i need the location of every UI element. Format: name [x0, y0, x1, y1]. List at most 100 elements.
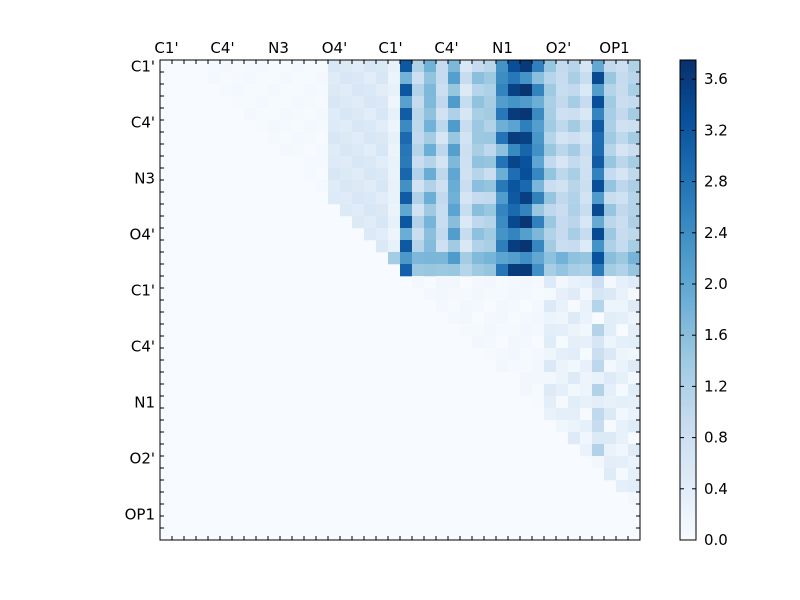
heatmap-cell: [364, 216, 377, 229]
heatmap-cell: [340, 72, 353, 85]
heatmap-cell: [484, 264, 497, 277]
heatmap-cell: [328, 60, 341, 73]
heatmap-cell: [580, 132, 593, 145]
heatmap-cell: [592, 144, 605, 157]
heatmap-cell: [424, 168, 437, 181]
heatmap-cell: [328, 108, 341, 121]
heatmap-cell: [508, 252, 521, 265]
heatmap-cell: [568, 144, 581, 157]
heatmap-cell: [580, 264, 593, 277]
heatmap-cell: [532, 252, 545, 265]
heatmap-cell: [580, 396, 593, 409]
heatmap-cell: [568, 192, 581, 205]
heatmap-cell: [388, 168, 401, 181]
heatmap-cell: [448, 132, 461, 145]
heatmap-cell: [364, 72, 377, 85]
heatmap-cell: [556, 204, 569, 217]
heatmap-cell: [436, 96, 449, 109]
heatmap-cell: [496, 168, 509, 181]
heatmap-cell: [592, 84, 605, 97]
heatmap-cell: [328, 144, 341, 157]
heatmap-cell: [616, 468, 629, 481]
heatmap-cell: [388, 60, 401, 73]
heatmap-cell: [580, 156, 593, 169]
heatmap-cell: [592, 204, 605, 217]
x-tick-label: C4': [210, 39, 234, 57]
heatmap-cell: [556, 288, 569, 301]
heatmap-cell: [448, 168, 461, 181]
heatmap-cell: [304, 120, 317, 133]
heatmap-cell: [556, 372, 569, 385]
heatmap-cell: [508, 324, 521, 337]
heatmap-cell: [400, 144, 413, 157]
heatmap-cell: [400, 240, 413, 253]
heatmap-cell: [592, 408, 605, 421]
heatmap-cell: [628, 216, 641, 229]
heatmap-cell: [532, 84, 545, 97]
heatmap-cell: [352, 156, 365, 169]
heatmap-cell: [568, 216, 581, 229]
heatmap-cell: [496, 360, 509, 373]
heatmap-cell: [568, 156, 581, 169]
heatmap-cell: [616, 156, 629, 169]
heatmap-cell: [388, 216, 401, 229]
heatmap-cell: [604, 348, 617, 361]
heatmap-cell: [616, 312, 629, 325]
heatmap-cell: [436, 108, 449, 121]
heatmap-cell: [484, 240, 497, 253]
heatmap-cell: [436, 192, 449, 205]
heatmap-cell: [400, 252, 413, 265]
heatmap-cell: [400, 84, 413, 97]
heatmap-cell: [292, 144, 305, 157]
heatmap-cell: [520, 108, 533, 121]
heatmap-cell: [496, 228, 509, 241]
heatmap-cell: [364, 144, 377, 157]
heatmap-cell: [448, 276, 461, 289]
heatmap-cell: [352, 192, 365, 205]
heatmap-cell: [484, 72, 497, 85]
x-tick-label: C1': [378, 39, 402, 57]
heatmap-cell: [208, 60, 221, 73]
heatmap-cell: [556, 96, 569, 109]
heatmap-cell: [604, 168, 617, 181]
heatmap-cell: [616, 276, 629, 289]
heatmap-cell: [520, 84, 533, 97]
colorbar-tick-label: 1.6: [704, 326, 728, 344]
heatmap-cell: [544, 348, 557, 361]
heatmap-cell: [424, 264, 437, 277]
heatmap-cell: [424, 144, 437, 157]
heatmap-cell: [580, 384, 593, 397]
heatmap-cell: [568, 372, 581, 385]
heatmap-cell: [424, 60, 437, 73]
colorbar-tick-label: 2.8: [704, 173, 728, 191]
heatmap-cell: [508, 168, 521, 181]
heatmap-cell: [520, 156, 533, 169]
heatmap-cell: [376, 240, 389, 253]
heatmap-cell: [448, 84, 461, 97]
heatmap-cell: [508, 312, 521, 325]
heatmap-cell: [496, 156, 509, 169]
heatmap-cell: [604, 84, 617, 97]
heatmap-cell: [220, 60, 233, 73]
heatmap-cell: [316, 144, 329, 157]
heatmap-cell: [604, 288, 617, 301]
heatmap-cell: [592, 300, 605, 313]
heatmap-cell: [592, 240, 605, 253]
heatmap-cell: [628, 144, 641, 157]
heatmap-cell: [532, 396, 545, 409]
heatmap-cell: [508, 84, 521, 97]
heatmap-cell: [628, 204, 641, 217]
heatmap-cell: [268, 84, 281, 97]
heatmap-cell: [376, 228, 389, 241]
heatmap-cell: [448, 120, 461, 133]
heatmap-cell: [268, 120, 281, 133]
heatmap-cell: [628, 468, 641, 481]
heatmap-cell: [592, 60, 605, 73]
heatmap-cell: [568, 360, 581, 373]
heatmap-cell: [436, 204, 449, 217]
heatmap-cell: [376, 192, 389, 205]
heatmap-cell: [532, 204, 545, 217]
heatmap-cell: [436, 240, 449, 253]
heatmap-cell: [628, 156, 641, 169]
heatmap-cell: [460, 96, 473, 109]
